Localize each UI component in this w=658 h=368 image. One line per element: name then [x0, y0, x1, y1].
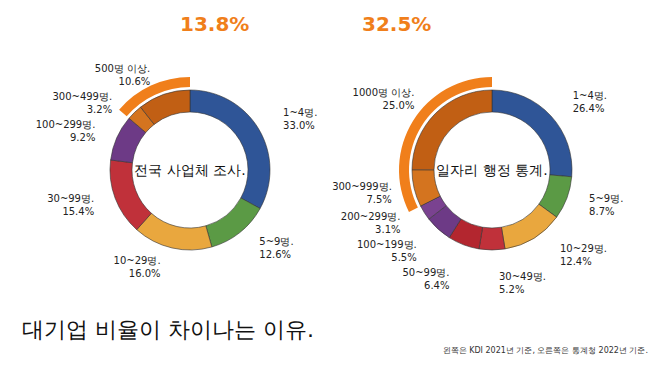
- svg-text:대기업 비율이 차이나는 이유.: 대기업 비율이 차이나는 이유.: [22, 317, 314, 342]
- svg-text:5~9명.: 5~9명.: [589, 193, 623, 204]
- svg-text:300~999명.: 300~999명.: [332, 181, 392, 192]
- svg-text:12.6%: 12.6%: [259, 249, 291, 260]
- svg-text:10~29명.: 10~29명.: [114, 255, 161, 266]
- svg-text:7.5%: 7.5%: [366, 194, 391, 205]
- svg-text:1~4명.: 1~4명.: [573, 90, 607, 101]
- svg-text:26.4%: 26.4%: [573, 103, 605, 114]
- svg-text:32.5%: 32.5%: [362, 12, 431, 36]
- svg-text:일자리 행정 통계.: 일자리 행정 통계.: [436, 162, 547, 178]
- svg-text:1000명 이상.: 1000명 이상.: [353, 87, 415, 98]
- svg-text:10~29명.: 10~29명.: [560, 243, 607, 254]
- svg-text:13.8%: 13.8%: [180, 12, 249, 36]
- svg-text:16.0%: 16.0%: [129, 268, 161, 279]
- svg-text:15.4%: 15.4%: [62, 206, 94, 217]
- svg-text:6.4%: 6.4%: [424, 280, 449, 291]
- svg-text:12.4%: 12.4%: [560, 256, 592, 267]
- svg-text:30~49명.: 30~49명.: [499, 271, 546, 282]
- svg-text:전국 사업체 조사.: 전국 사업체 조사.: [134, 162, 245, 178]
- svg-text:300~499명.: 300~499명.: [52, 91, 112, 102]
- svg-text:5.2%: 5.2%: [499, 284, 524, 295]
- svg-text:100~199명.: 100~199명.: [357, 239, 417, 250]
- svg-text:100~299명.: 100~299명.: [36, 119, 96, 130]
- svg-text:왼쪽은 KDI 2021년 기준, 오른쪽은 통계청 202: 왼쪽은 KDI 2021년 기준, 오른쪽은 통계청 2022년 기준.: [443, 346, 648, 355]
- svg-text:5~9명.: 5~9명.: [259, 236, 293, 247]
- svg-text:5.5%: 5.5%: [391, 252, 416, 263]
- svg-text:50~99명.: 50~99명.: [402, 267, 449, 278]
- svg-text:3.2%: 3.2%: [87, 104, 112, 115]
- svg-text:8.7%: 8.7%: [589, 206, 614, 217]
- svg-text:1~4명.: 1~4명.: [283, 107, 317, 118]
- svg-text:30~99명.: 30~99명.: [47, 193, 94, 204]
- svg-text:33.0%: 33.0%: [283, 120, 315, 131]
- svg-text:9.2%: 9.2%: [70, 132, 95, 143]
- svg-text:200~299명.: 200~299명.: [341, 211, 401, 222]
- svg-text:25.0%: 25.0%: [383, 100, 415, 111]
- svg-text:500명 이상.: 500명 이상.: [95, 63, 150, 74]
- svg-text:10.6%: 10.6%: [119, 76, 151, 87]
- svg-text:3.1%: 3.1%: [375, 224, 400, 235]
